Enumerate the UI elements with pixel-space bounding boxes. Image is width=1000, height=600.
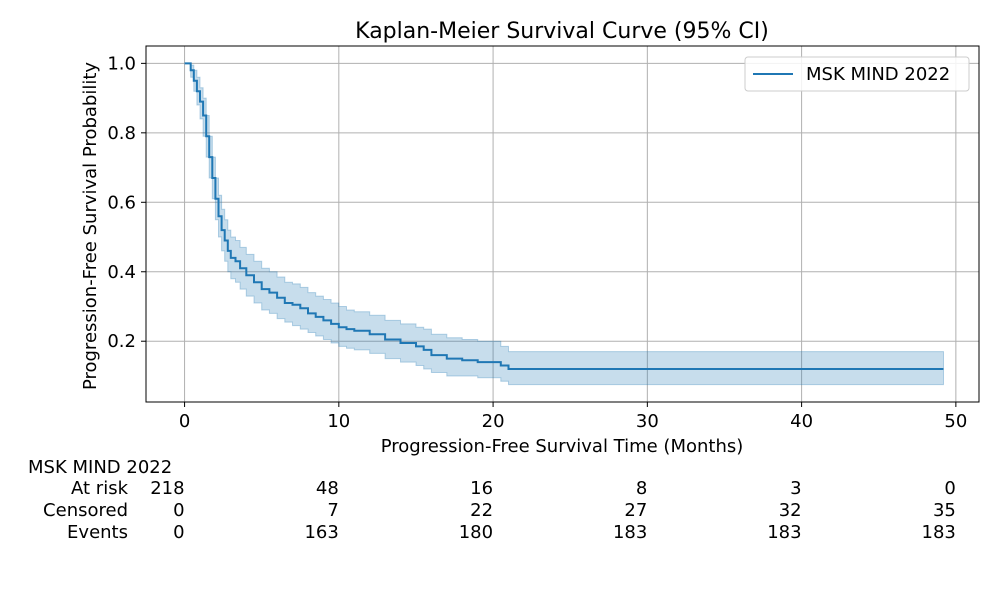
y-tick-label: 0.8 (107, 123, 136, 144)
survival-line-layer (184, 62, 944, 370)
x-tick-label: 40 (790, 411, 813, 432)
chart-title: Kaplan-Meier Survival Curve (95% CI) (355, 19, 769, 44)
risk-cell: 0 (173, 500, 184, 521)
risk-cell: 0 (173, 522, 184, 543)
risk-row-label: At risk (71, 478, 129, 499)
risk-cell: 0 (944, 478, 955, 499)
x-tick-label: 0 (179, 411, 190, 432)
risk-cell: 32 (779, 500, 802, 521)
y-tick-layer: 0.2 0.4 0.6 0.8 1.0 (107, 53, 146, 352)
x-tick-label: 50 (944, 411, 967, 432)
survival-curve (184, 62, 944, 370)
x-tick-label: 20 (482, 411, 505, 432)
x-tick-label: 10 (327, 411, 350, 432)
risk-cell: 8 (636, 478, 647, 499)
risk-cell: 183 (922, 522, 956, 543)
legend: MSK MIND 2022 (744, 56, 970, 92)
risk-cell: 183 (767, 522, 801, 543)
y-axis-label: Progression-Free Survival Probability (80, 62, 101, 390)
risk-table-group-label: MSK MIND 2022 (28, 457, 172, 478)
risk-cell: 218 (150, 478, 184, 499)
y-tick-label: 0.6 (107, 192, 136, 213)
x-axis-label: Progression-Free Survival Time (Months) (381, 436, 744, 457)
grid-layer (146, 46, 979, 402)
risk-cell: 183 (613, 522, 647, 543)
y-tick-label: 1.0 (107, 53, 136, 74)
risk-cell: 16 (470, 478, 493, 499)
y-tick-label: 0.2 (107, 331, 136, 352)
risk-cell: 48 (316, 478, 339, 499)
risk-table: At risk 218 48 16 8 3 0 Censored 0 7 22 27 32 35 Event… (43, 478, 956, 543)
risk-cell: 22 (470, 500, 493, 521)
confidence-band (184, 62, 944, 386)
x-tick-label: 30 (636, 411, 659, 432)
legend-label: MSK MIND 2022 (806, 64, 950, 85)
risk-row-label: Events (67, 522, 128, 543)
plot-frame (145, 45, 980, 403)
y-tick-label: 0.4 (107, 262, 136, 283)
confidence-band-layer (184, 62, 944, 386)
x-tick-layer: 0 10 20 30 40 50 (179, 402, 967, 432)
risk-cell: 7 (327, 500, 338, 521)
legend-box (744, 56, 970, 92)
risk-cell: 35 (933, 500, 956, 521)
risk-cell: 27 (624, 500, 647, 521)
risk-cell: 180 (459, 522, 493, 543)
risk-row-label: Censored (43, 500, 128, 521)
risk-cell: 163 (304, 522, 338, 543)
risk-cell: 3 (790, 478, 801, 499)
